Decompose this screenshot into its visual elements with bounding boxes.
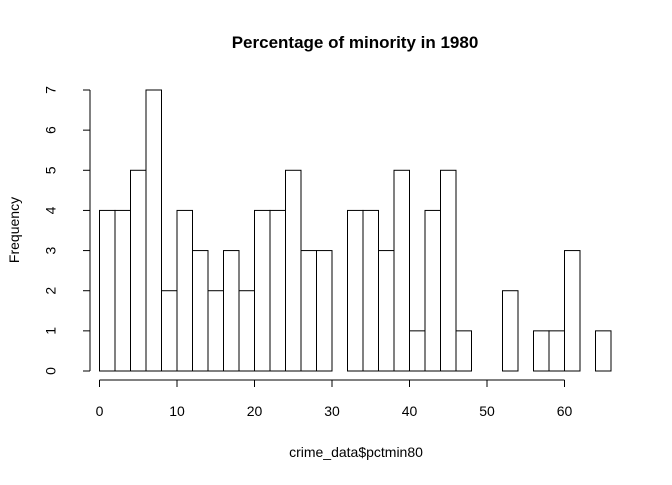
histogram-bar <box>161 290 178 372</box>
histogram-bar <box>300 250 317 372</box>
x-tick-label: 50 <box>479 403 495 419</box>
y-axis-title: Frequency <box>6 197 22 263</box>
histogram-bar <box>424 209 441 372</box>
histogram-bar <box>285 169 302 372</box>
histogram-bar <box>192 250 209 372</box>
histogram-bar <box>595 330 612 372</box>
x-tick-label: 0 <box>96 403 104 419</box>
y-tick-label: 0 <box>43 367 59 375</box>
y-tick-label: 4 <box>43 206 59 214</box>
y-tick-label: 7 <box>43 86 59 94</box>
histogram-bar <box>99 209 116 372</box>
bars-group <box>99 89 612 372</box>
histogram-bar <box>207 290 224 372</box>
histogram-bar <box>238 290 255 372</box>
histogram-bar <box>223 250 240 372</box>
x-tick-label: 30 <box>324 403 340 419</box>
histogram-bar <box>378 250 395 372</box>
histogram-bar <box>502 290 519 372</box>
y-axis: 0 1 2 3 4 5 6 7 <box>43 86 91 375</box>
histogram-bar <box>176 209 193 372</box>
y-tick-label: 5 <box>43 166 59 174</box>
histogram-bar <box>564 250 581 372</box>
histogram-bar <box>254 209 271 372</box>
histogram-bar <box>533 330 550 372</box>
x-tick-label: 40 <box>402 403 418 419</box>
histogram-bar <box>548 330 565 372</box>
y-tick-label: 6 <box>43 126 59 134</box>
histogram-bar <box>130 169 147 372</box>
x-tick-label: 60 <box>557 403 573 419</box>
histogram-bar <box>455 330 472 372</box>
chart-title: Percentage of minority in 1980 <box>232 33 479 52</box>
x-axis-title: crime_data$pctmin80 <box>289 444 423 460</box>
histogram-bar <box>393 169 410 372</box>
histogram-bar <box>316 250 333 372</box>
histogram-bar <box>440 169 457 372</box>
y-tick-label: 3 <box>43 246 59 254</box>
y-tick-label: 1 <box>43 327 59 335</box>
histogram-bar <box>362 209 379 372</box>
histogram-bar <box>269 209 286 372</box>
x-axis: 0 10 20 30 40 50 60 <box>96 379 573 419</box>
histogram-bar <box>114 209 131 372</box>
histogram-bar <box>145 89 162 372</box>
x-tick-label: 10 <box>169 403 185 419</box>
x-tick-label: 20 <box>247 403 263 419</box>
histogram-bar <box>347 209 364 372</box>
y-tick-label: 2 <box>43 287 59 295</box>
histogram-bar <box>409 330 426 372</box>
